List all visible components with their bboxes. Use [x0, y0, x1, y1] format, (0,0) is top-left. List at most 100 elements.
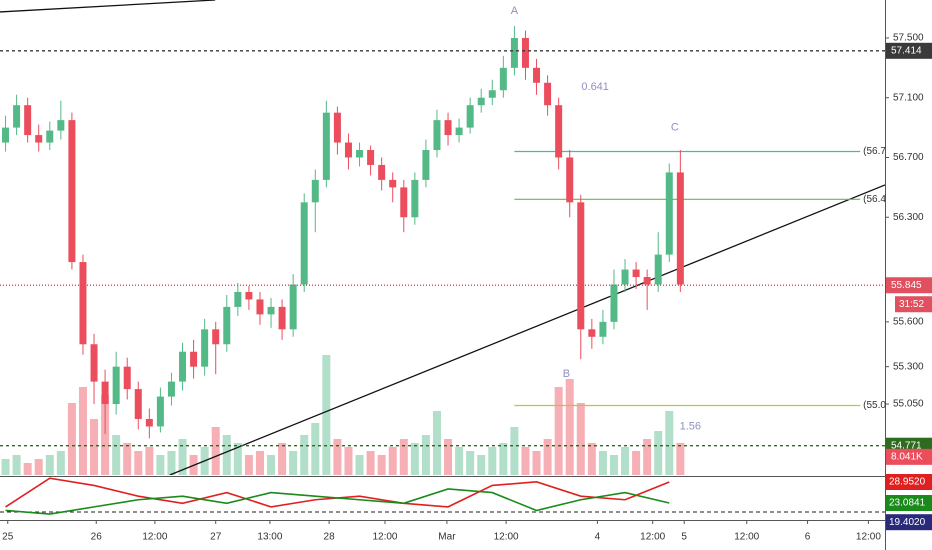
volume-bar [156, 455, 165, 475]
candle-body [466, 105, 474, 128]
indicator-tag-label: 23.0841 [889, 498, 926, 509]
volume-bar [388, 447, 397, 475]
annotation: B [563, 368, 570, 380]
candle-body [577, 202, 585, 330]
volume-bar [432, 411, 441, 475]
x-tick-label: 25 [2, 532, 14, 543]
volume-bar [488, 447, 497, 475]
volume-bar [244, 455, 253, 475]
volume-bar [222, 435, 231, 475]
countdown-label: 31:52 [899, 299, 924, 310]
candle-body [300, 202, 308, 285]
candle-body [289, 284, 297, 330]
volume-bar [466, 451, 475, 475]
candle-body [223, 306, 231, 345]
candle-body [123, 366, 131, 390]
candle-body [46, 130, 54, 143]
y-tick-label: 56.700 [893, 152, 924, 163]
candle-body [676, 172, 684, 285]
candle-body [190, 351, 198, 367]
indicator-tag [886, 474, 932, 491]
volume-bar [665, 411, 674, 475]
volume-bar [676, 442, 685, 475]
volume-bar [455, 447, 464, 475]
candle-body [344, 142, 352, 158]
candle-body [13, 105, 21, 128]
volume-bar [532, 451, 541, 475]
candle-body [68, 120, 76, 263]
x-tick-label: 12:00 [142, 532, 167, 543]
y-tick-label: 57.100 [893, 92, 924, 103]
candle-body [278, 306, 286, 330]
candle-body [477, 97, 485, 106]
volume-bar [12, 455, 21, 475]
price-tag [886, 277, 932, 294]
volume-tag [886, 448, 932, 465]
volume-bar [145, 447, 154, 475]
candle-body [643, 277, 651, 285]
candle-body [521, 37, 529, 68]
candle-body [455, 127, 463, 136]
candle-body [167, 381, 175, 397]
x-tick-label: 27 [210, 532, 222, 543]
fib-label: (56.4 [863, 194, 886, 205]
volume-bar [421, 435, 430, 475]
volume-bar [289, 451, 298, 475]
volume-bar [543, 439, 552, 475]
fib-label: (56.7 [863, 146, 886, 157]
volume-bar [123, 443, 132, 475]
volume-bar [377, 455, 386, 475]
candle-body [444, 120, 452, 136]
indicator-tag-label: 19.4020 [889, 517, 926, 528]
x-tick-label: 12:00 [494, 532, 519, 543]
x-tick-label: 26 [91, 532, 103, 543]
candle-body [201, 329, 209, 367]
x-tick-label: 12:00 [372, 532, 397, 543]
candle-body [621, 269, 629, 285]
candle-body [533, 67, 541, 83]
candle-body [212, 329, 220, 345]
x-tick-label: 4 [595, 532, 601, 543]
annotation: C [671, 122, 679, 134]
volume-bar [233, 443, 242, 475]
volume-bar [576, 403, 585, 475]
indicator-tag-label: 28.9520 [889, 477, 926, 488]
annotation: 1.56 [680, 420, 701, 432]
volume-bar [333, 439, 342, 475]
volume-bar [322, 355, 331, 475]
volume-bar [477, 455, 486, 475]
volume-bar [587, 443, 596, 475]
indicator-line [5, 488, 670, 515]
indicator-tag [886, 514, 932, 531]
candle-body [510, 37, 518, 68]
volume-bar [101, 395, 110, 475]
candle-body [499, 67, 507, 91]
candle-body [544, 82, 552, 106]
price-tag-label: 57.414 [891, 45, 922, 56]
volume-bar [632, 451, 641, 475]
candle-body [179, 351, 187, 382]
candle-body [488, 90, 496, 98]
x-tick-label: Mar [438, 532, 456, 543]
candle-body [566, 157, 574, 203]
volume-bar [34, 459, 43, 475]
candle-body [256, 299, 264, 315]
price-tag-label: 54.771 [891, 440, 922, 451]
volume-bar [344, 447, 353, 475]
fib-label: (55.0 [863, 400, 886, 411]
x-tick-label: 28 [324, 532, 336, 543]
volume-bar [255, 451, 264, 475]
candle-body [555, 105, 563, 158]
volume-bar [654, 431, 663, 475]
volume-bar [399, 439, 408, 475]
volume-bar [643, 439, 652, 475]
candle-body [112, 366, 120, 405]
candle-body [57, 120, 65, 131]
volume-bar [521, 447, 530, 475]
candle-body [134, 389, 142, 419]
candle-body [654, 254, 662, 285]
candle-body [234, 291, 242, 307]
candle-body [665, 172, 673, 255]
